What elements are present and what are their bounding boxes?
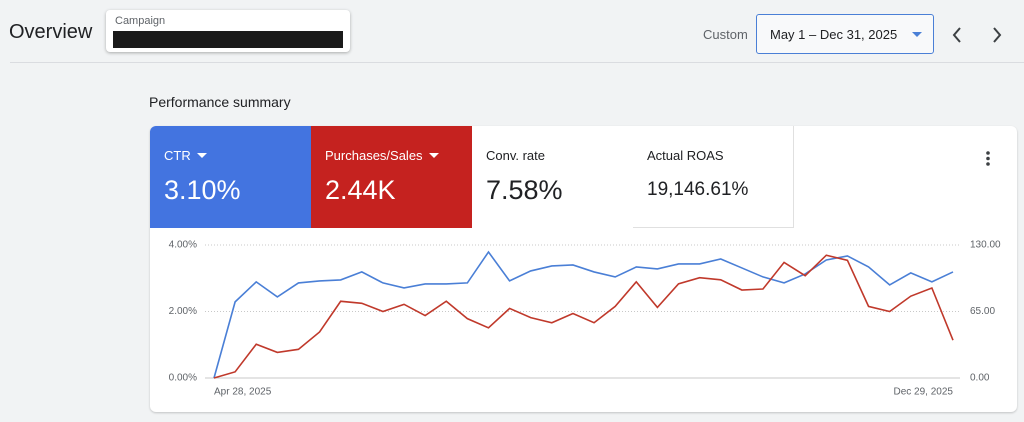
- campaign-label: Campaign: [115, 15, 166, 27]
- dropdown-icon: [428, 153, 439, 158]
- y2-tick-label: 65.00: [970, 306, 995, 317]
- metric-value: 19,146.61%: [647, 179, 749, 200]
- y-tick-label: 2.00%: [169, 306, 197, 317]
- series-line: [213, 250, 954, 379]
- metric-value: 2.44K: [325, 175, 396, 205]
- metric-card[interactable]: Actual ROAS 19,146.61%: [633, 126, 794, 228]
- section-title: Performance summary: [149, 94, 291, 110]
- chart: 0.00% 2.00% 4.00% 0.00 65.00 130.00 Apr 28, 20…: [169, 240, 1001, 398]
- y2-tick-label: 0.00: [970, 373, 990, 384]
- dropdown-icon: [912, 32, 922, 37]
- more-menu[interactable]: [984, 150, 994, 168]
- metric-label: Actual ROAS: [647, 148, 724, 163]
- date-range: May 1 – Dec 31, 2025: [770, 27, 898, 42]
- page-title: Overview: [9, 21, 93, 43]
- range-label: Custom: [703, 27, 748, 42]
- x-tick-label: Dec 29, 2025: [894, 387, 954, 398]
- nav-arrows: [952, 27, 1002, 43]
- next-button[interactable]: [993, 27, 1002, 43]
- metric-card[interactable]: CTR 3.10%: [150, 126, 311, 228]
- redaction: [113, 31, 343, 48]
- campaign-select[interactable]: Campaign: [106, 10, 350, 52]
- x-tick-label: Apr 28, 2025: [214, 387, 272, 398]
- metric-label: Purchases/Sales: [325, 148, 423, 163]
- metric-label: CTR: [164, 148, 191, 163]
- metric-label: Conv. rate: [486, 148, 546, 163]
- metric-value: 7.58%: [486, 175, 563, 205]
- y-tick-label: 4.00%: [169, 240, 197, 251]
- y2-tick-label: 130.00: [970, 240, 1001, 251]
- prev-button[interactable]: [952, 27, 961, 43]
- metric-card[interactable]: Purchases/Sales 2.44K: [311, 126, 472, 228]
- series-line: [213, 254, 954, 379]
- y-tick-label: 0.00%: [169, 373, 197, 384]
- dropdown-icon: [196, 153, 207, 158]
- metric-card[interactable]: Conv. rate 7.58%: [472, 126, 633, 228]
- metric-value: 3.10%: [164, 175, 241, 205]
- date-picker[interactable]: May 1 – Dec 31, 2025: [756, 14, 934, 54]
- divider: [10, 62, 1024, 63]
